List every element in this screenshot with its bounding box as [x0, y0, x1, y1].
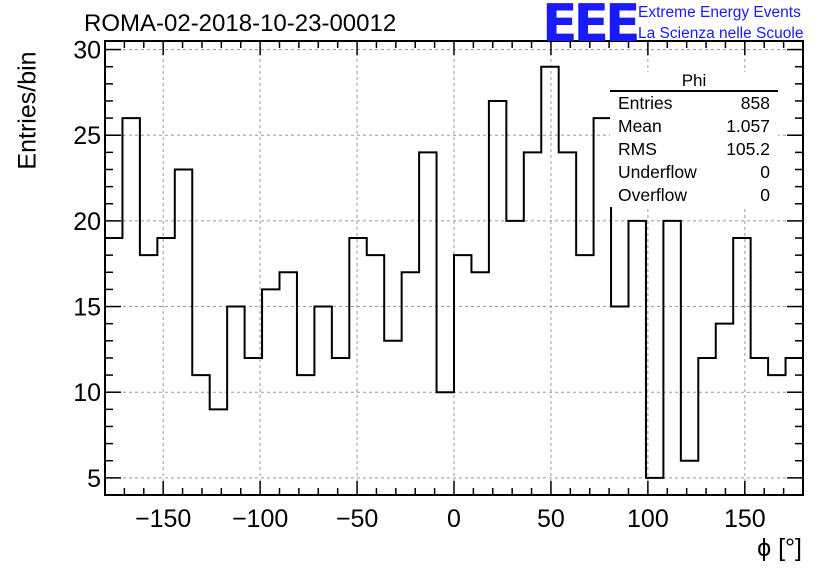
y-tick-label: 10 [73, 379, 101, 407]
stats-label: Entries [618, 93, 673, 113]
x-tick-label: 100 [627, 505, 669, 533]
axis-ticks [105, 41, 803, 495]
stats-row-overflow: Overflow 0 [610, 184, 778, 207]
stats-box-title: Phi [610, 72, 778, 92]
stats-row-rms: RMS 105.2 [610, 138, 778, 161]
stats-value: 105.2 [726, 139, 770, 159]
stats-label: RMS [618, 139, 657, 159]
stats-box: Phi Entries 858 Mean 1.057 RMS 105.2 Und… [610, 72, 778, 207]
logo-line-1: Extreme Energy Events [638, 4, 801, 21]
histogram-step-line [105, 65, 803, 479]
y-tick-label: 25 [73, 122, 101, 150]
stats-row-entries: Entries 858 [610, 92, 778, 115]
x-tick-label: 50 [537, 505, 565, 533]
x-tick-label: 150 [724, 505, 766, 533]
x-tick-label: −150 [135, 505, 191, 533]
logo-line-2: La Scienza nelle Scuole [638, 25, 804, 42]
x-axis-label: ϕ [°] [757, 534, 802, 562]
y-tick-label: 5 [87, 465, 101, 493]
y-tick-label: 20 [73, 208, 101, 236]
stats-label: Underflow [618, 162, 697, 182]
y-tick-labels: 5 10 15 20 25 30 [73, 37, 101, 493]
eee-logo: EEE [542, 0, 641, 54]
stats-row-mean: Mean 1.057 [610, 115, 778, 138]
stats-value: 1.057 [726, 116, 770, 136]
chart-title: ROMA-02-2018-10-23-00012 [84, 10, 397, 37]
stats-value: 0 [760, 185, 770, 205]
stats-value: 858 [740, 93, 770, 113]
x-tick-labels: −150 −100 −50 0 50 100 150 [135, 505, 766, 533]
x-tick-label: −100 [232, 505, 288, 533]
stats-label: Overflow [618, 185, 688, 205]
y-axis-label: Entries/bin [13, 51, 42, 170]
stats-value: 0 [760, 162, 770, 182]
y-tick-label: 15 [73, 294, 101, 322]
stats-label: Mean [618, 116, 662, 136]
x-tick-label: −50 [336, 505, 378, 533]
stats-row-underflow: Underflow 0 [610, 161, 778, 184]
x-tick-label: 0 [447, 505, 461, 533]
y-tick-label: 30 [73, 37, 101, 65]
